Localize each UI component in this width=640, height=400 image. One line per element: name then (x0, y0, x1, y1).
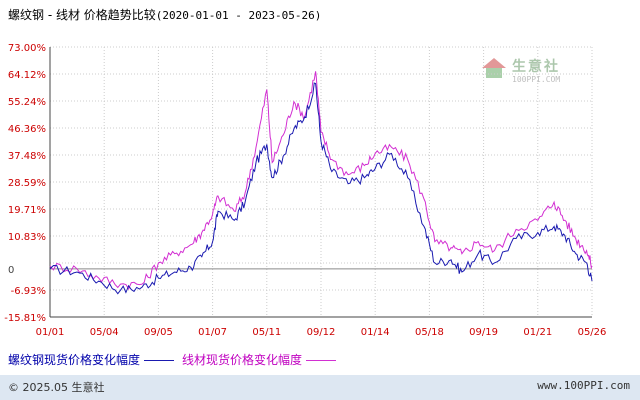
legend-item-rebar: 螺纹钢现货价格变化幅度 (8, 353, 141, 367)
x-tick-label: 01/01 (36, 327, 65, 338)
chart-title-range: (2020-01-01 - 2023-05-26) (155, 9, 322, 22)
legend-swatch-wire-rod (306, 360, 337, 361)
chart-title-main: 螺纹钢 - 线材 价格趋势比较 (8, 8, 156, 22)
x-tick-label: 09/05 (144, 327, 173, 338)
tick-labels: 73.00% 64.12% 55.24% 46.36% 37.48% 28.59% 19.7… (4, 43, 606, 338)
x-tick-label: 01/21 (523, 327, 552, 338)
legend-item-wire-rod: 线材现货价格变化幅度 (182, 353, 303, 367)
y-tick-label: -6.93% (11, 286, 46, 297)
footer-url: www.100PPI.com (537, 379, 630, 392)
axes (49, 47, 592, 318)
y-tick-label: 46.36% (8, 124, 46, 135)
footer-bar: © 2025.05 生意社 www.100PPI.com (0, 375, 640, 400)
footer-copyright: © 2025.05 生意社 (8, 381, 105, 394)
x-tick-label: 01/07 (198, 327, 227, 338)
watermark-name: 生意社 (512, 59, 560, 75)
legend-swatch-rebar (144, 360, 175, 361)
legend: 螺纹钢现货价格变化幅度 线材现货价格变化幅度 (8, 351, 344, 368)
y-tick-label: 19.71% (8, 205, 46, 216)
watermark-domain: 100PPI.COM (512, 75, 561, 84)
line-chart: 73.00% 64.12% 55.24% 46.36% 37.48% 28.59% 19.7… (4, 43, 606, 338)
y-tick-label: 55.24% (8, 97, 46, 108)
series-lines (49, 71, 593, 295)
zero-label: 0 (8, 265, 14, 276)
house-base-icon (486, 68, 502, 78)
y-tick-label: 37.48% (8, 151, 46, 162)
x-tick-label: 05/18 (415, 327, 444, 338)
y-tick-label: 28.59% (8, 178, 46, 189)
y-tick-label: 73.00% (8, 43, 46, 54)
series-line-rebar (49, 82, 593, 295)
y-tick-label: -15.81% (4, 313, 46, 324)
x-tick-label: 01/14 (361, 327, 390, 338)
x-tick-label: 05/26 (578, 327, 607, 338)
y-tick-label: 64.12% (8, 70, 46, 81)
x-tick-label: 05/04 (90, 327, 119, 338)
grid (49, 46, 593, 318)
house-icon (482, 58, 506, 68)
x-tick-label: 09/12 (307, 327, 336, 338)
watermark-logo: 生意社 100PPI.COM (480, 54, 580, 90)
series-line-wire-rod (49, 71, 593, 290)
x-tick-label: 05/11 (252, 327, 281, 338)
chart-title: 螺纹钢 - 线材 价格趋势比较(2020-01-01 - 2023-05-26) (8, 6, 321, 23)
y-tick-label: 10.83% (8, 232, 46, 243)
x-tick-label: 09/19 (469, 327, 498, 338)
